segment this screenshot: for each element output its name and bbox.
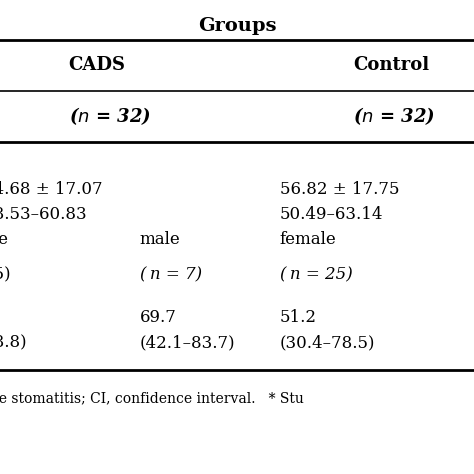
Text: 69.7: 69.7: [140, 309, 177, 326]
Text: 25): 25): [0, 266, 11, 283]
Text: ( ​n​ = 25): ( ​n​ = 25): [280, 266, 352, 283]
Text: 48.53–60.83: 48.53–60.83: [0, 206, 87, 223]
Text: 78.8): 78.8): [0, 334, 27, 351]
Text: 51.2: 51.2: [280, 309, 317, 326]
Text: ($n$ = 32): ($n$ = 32): [69, 105, 151, 127]
Text: 56.82 ± 17.75: 56.82 ± 17.75: [280, 181, 399, 198]
Text: ( ​n​ = 7): ( ​n​ = 7): [140, 266, 202, 283]
Text: male: male: [140, 231, 181, 248]
Text: Groups: Groups: [198, 17, 276, 35]
Text: ale: ale: [0, 231, 9, 248]
Text: ure stomatitis; CI, confidence interval.   * Stu: ure stomatitis; CI, confidence interval.…: [0, 391, 304, 405]
Text: female: female: [280, 231, 337, 248]
Text: (42.1–83.7): (42.1–83.7): [140, 334, 236, 351]
Text: 50.49–63.14: 50.49–63.14: [280, 206, 383, 223]
Text: ($n$ = 32): ($n$ = 32): [353, 105, 435, 127]
Text: Control: Control: [353, 56, 429, 74]
Text: 54.68 ± 17.07: 54.68 ± 17.07: [0, 181, 103, 198]
Text: CADS: CADS: [69, 56, 126, 74]
Text: (30.4–78.5): (30.4–78.5): [280, 334, 375, 351]
